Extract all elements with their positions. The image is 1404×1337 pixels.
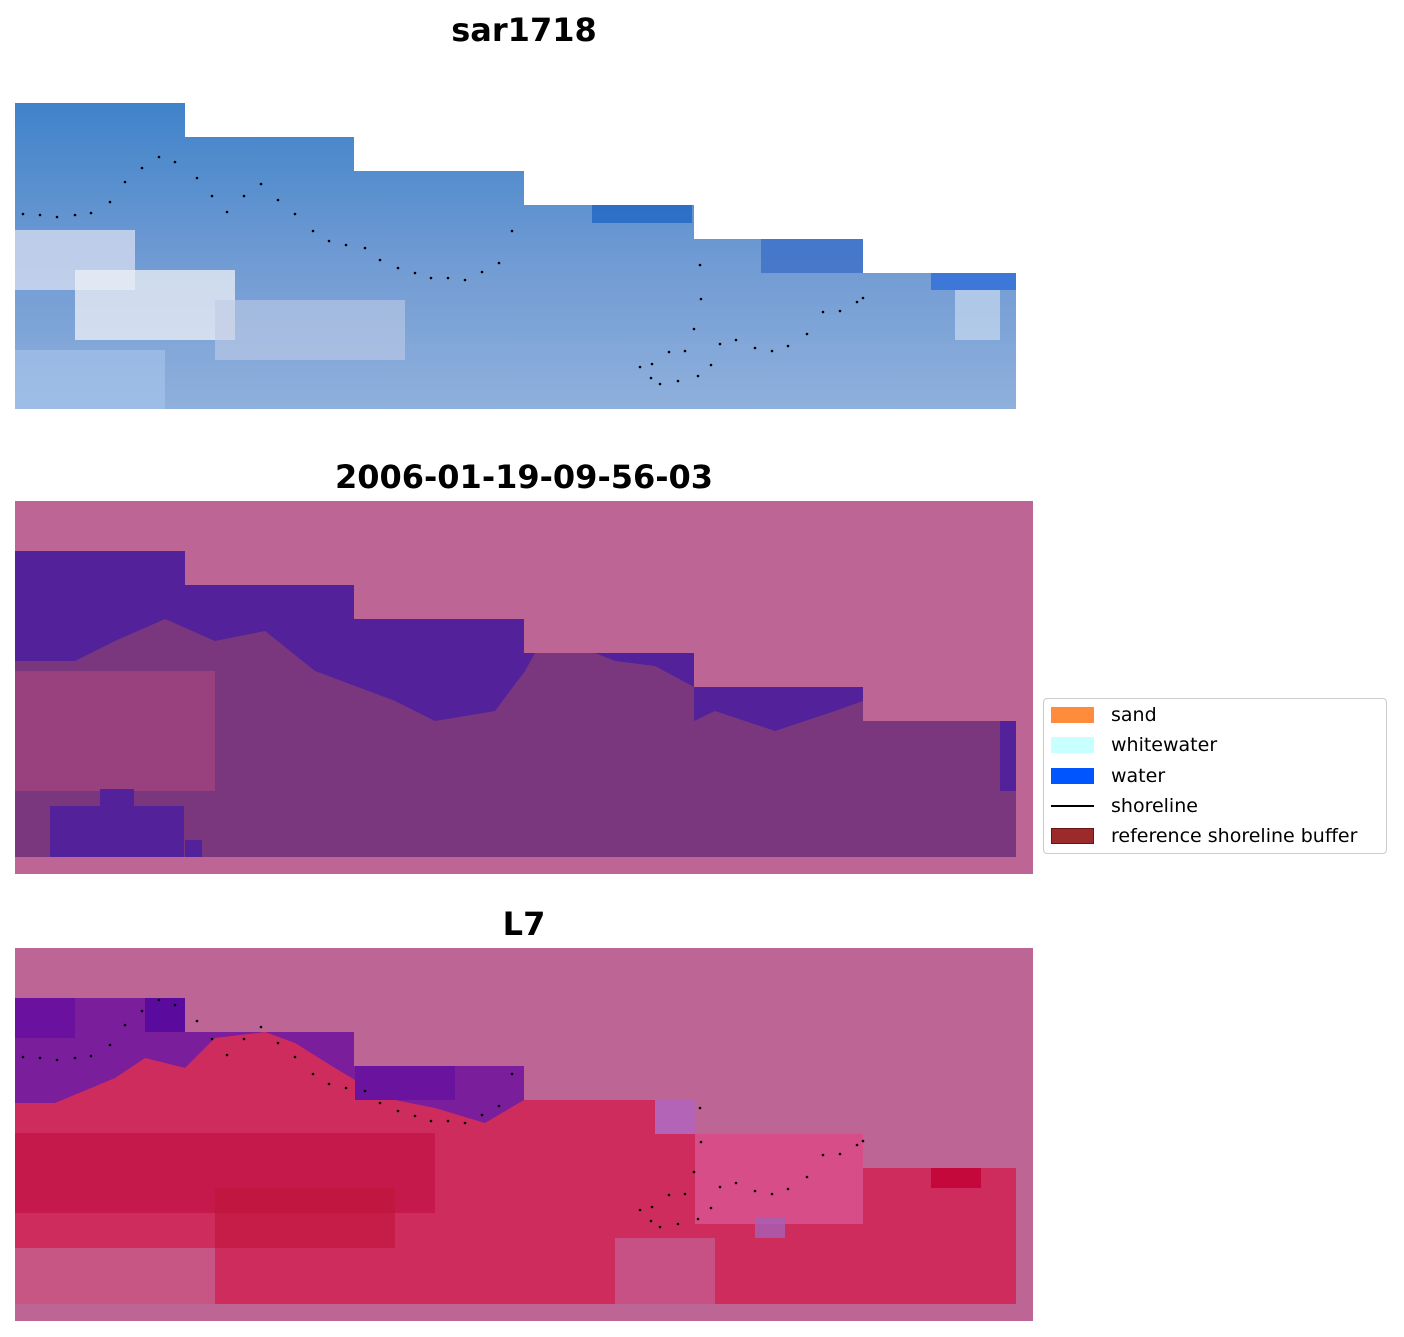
legend-label-shoreline: shoreline bbox=[1111, 795, 1198, 817]
legend-label-whitewater: whitewater bbox=[1111, 734, 1218, 756]
rgb-satellite-image bbox=[15, 103, 1016, 409]
index-image bbox=[15, 948, 1033, 1321]
sand-swatch bbox=[1051, 707, 1094, 723]
panel-title-index: L7 bbox=[502, 905, 546, 943]
shoreline-dots-3 bbox=[21, 998, 865, 1229]
legend-item-water: water bbox=[1051, 765, 1165, 787]
legend-item-shoreline: shoreline bbox=[1051, 795, 1198, 817]
shoreline-line-swatch bbox=[1051, 805, 1094, 807]
classified-image bbox=[15, 501, 1033, 874]
legend-item-whitewater: whitewater bbox=[1051, 734, 1217, 756]
buffer-swatch bbox=[1051, 828, 1094, 844]
water-swatch bbox=[1051, 768, 1094, 784]
panel-title-rgb: sar1718 bbox=[451, 11, 597, 49]
legend-label-water: water bbox=[1111, 765, 1166, 787]
legend-item-buffer: reference shoreline buffer bbox=[1051, 825, 1357, 847]
legend-label-buffer: reference shoreline buffer bbox=[1111, 825, 1358, 847]
legend-label-sand: sand bbox=[1111, 704, 1157, 726]
legend-item-sand: sand bbox=[1051, 704, 1157, 726]
legend: sand whitewater water shoreline referenc… bbox=[1043, 698, 1387, 854]
shoreline-dots-1 bbox=[21, 155, 865, 386]
whitewater-swatch bbox=[1051, 737, 1094, 753]
panel-title-classified: 2006-01-19-09-56-03 bbox=[334, 458, 714, 496]
